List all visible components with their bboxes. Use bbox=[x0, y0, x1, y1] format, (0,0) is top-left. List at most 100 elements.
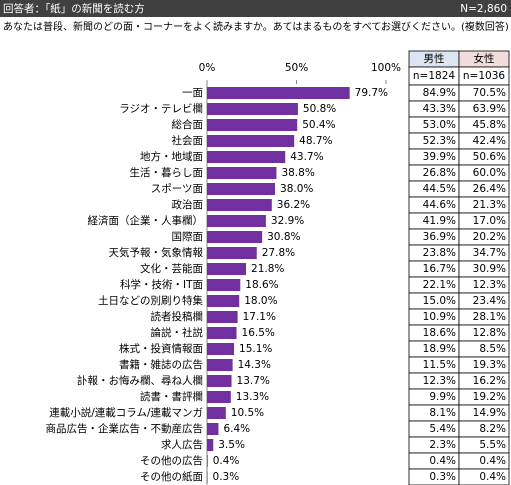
value-label: 13.7% bbox=[237, 375, 270, 387]
table-value: 0.4% bbox=[479, 455, 506, 467]
category-label: 書籍・雑誌の広告 bbox=[119, 358, 203, 371]
category-label: その他の広告 bbox=[140, 454, 203, 467]
bar bbox=[207, 215, 266, 227]
table-value: 23.4% bbox=[473, 295, 506, 307]
question: あなたは普段、新聞のどの面・コーナーをよく読みますか。あてはまるものをすべてお選… bbox=[3, 20, 509, 33]
bar bbox=[207, 311, 238, 323]
table-value: 42.4% bbox=[473, 135, 506, 147]
value-label: 30.8% bbox=[267, 231, 300, 243]
category-label: ラジオ・テレビ欄 bbox=[119, 102, 203, 115]
bar bbox=[207, 263, 247, 275]
table-value: 44.6% bbox=[423, 199, 456, 211]
table-cell bbox=[458, 468, 510, 485]
table-value: 16.2% bbox=[473, 375, 506, 387]
header-bar bbox=[0, 0, 511, 17]
x-tick-label: 0% bbox=[199, 62, 216, 74]
value-label: 50.4% bbox=[302, 119, 335, 131]
value-label: 50.8% bbox=[303, 103, 336, 115]
category-label: 生活・暮らし面 bbox=[130, 166, 204, 179]
bar bbox=[207, 375, 232, 387]
table-value: 11.5% bbox=[423, 359, 456, 371]
category-label: 地方・地域面 bbox=[140, 150, 203, 163]
table-value: 26.8% bbox=[423, 167, 456, 179]
category-label: 連載小説/連載コラム/連載マンガ bbox=[49, 406, 203, 419]
table-value: 9.9% bbox=[429, 391, 456, 403]
bar bbox=[207, 391, 231, 403]
table-value: 12.8% bbox=[473, 327, 506, 339]
table-value: 22.1% bbox=[423, 279, 456, 291]
table-value: 2.3% bbox=[429, 439, 456, 451]
category-label: 商品広告・企業広告・不動産広告 bbox=[46, 422, 204, 435]
bar bbox=[207, 183, 276, 195]
table-value: 26.4% bbox=[473, 183, 506, 195]
table-header: 女性 bbox=[474, 52, 495, 65]
table-value: 70.5% bbox=[473, 87, 506, 99]
table-value: 53.0% bbox=[423, 119, 456, 131]
table-value: 21.3% bbox=[473, 199, 506, 211]
value-label: 3.5% bbox=[218, 439, 245, 451]
bar bbox=[207, 407, 226, 419]
value-label: 17.1% bbox=[243, 311, 276, 323]
table-value: 5.5% bbox=[479, 439, 506, 451]
category-label: 科学・技術・IT面 bbox=[120, 278, 203, 291]
category-label: その他の紙面 bbox=[140, 470, 203, 483]
bar bbox=[207, 471, 208, 483]
category-label: 読書・書評欄 bbox=[140, 390, 203, 403]
value-label: 38.0% bbox=[280, 183, 313, 195]
table-value: 20.2% bbox=[473, 231, 506, 243]
bar bbox=[207, 327, 237, 339]
category-label: 文化・芸能面 bbox=[140, 262, 203, 275]
category-label: スポーツ面 bbox=[151, 183, 203, 195]
table-value: 0.4% bbox=[479, 471, 506, 483]
bar bbox=[207, 87, 350, 99]
category-label: 求人広告 bbox=[161, 438, 203, 451]
category-label: 国際面 bbox=[172, 231, 204, 243]
table-value: 43.3% bbox=[423, 103, 456, 115]
table-value: 19.2% bbox=[473, 391, 506, 403]
value-label: 0.3% bbox=[213, 471, 240, 483]
table-value: 52.3% bbox=[423, 135, 456, 147]
value-label: 48.7% bbox=[299, 135, 332, 147]
category-label: 訃報・お悔み欄、尋ね人欄 bbox=[77, 374, 203, 387]
bar bbox=[207, 455, 208, 467]
value-label: 79.7% bbox=[355, 87, 388, 99]
value-label: 38.8% bbox=[281, 167, 314, 179]
bar bbox=[207, 167, 277, 179]
bar bbox=[207, 439, 214, 451]
sample-size: N=2,860 bbox=[460, 3, 507, 15]
table-value: 36.9% bbox=[423, 231, 456, 243]
category-label: 読者投稿欄 bbox=[151, 310, 204, 323]
table-value: 28.1% bbox=[473, 311, 506, 323]
respondents: 回答者：「紙」の新聞を読む方 bbox=[3, 2, 145, 15]
table-value: 39.9% bbox=[423, 151, 456, 163]
table-n: n=1036 bbox=[463, 70, 505, 82]
table-value: 16.7% bbox=[423, 263, 456, 275]
table-value: 34.7% bbox=[473, 247, 506, 259]
table-value: 12.3% bbox=[473, 279, 506, 291]
value-label: 14.3% bbox=[238, 359, 271, 371]
value-label: 18.0% bbox=[244, 295, 277, 307]
value-label: 6.4% bbox=[223, 423, 250, 435]
table-value: 30.9% bbox=[473, 263, 506, 275]
table-value: 50.6% bbox=[473, 151, 506, 163]
table-value: 23.8% bbox=[423, 247, 456, 259]
table-value: 18.9% bbox=[423, 343, 456, 355]
table-value: 15.0% bbox=[423, 295, 456, 307]
value-label: 36.2% bbox=[277, 199, 310, 211]
category-label: 論説・社説 bbox=[151, 326, 204, 339]
table-value: 19.3% bbox=[473, 359, 506, 371]
category-label: 政治面 bbox=[172, 198, 204, 211]
table-value: 12.3% bbox=[423, 375, 456, 387]
value-label: 27.8% bbox=[262, 247, 295, 259]
value-label: 43.7% bbox=[290, 151, 323, 163]
value-label: 0.4% bbox=[213, 455, 240, 467]
table-value: 60.0% bbox=[473, 167, 506, 179]
table-value: 17.0% bbox=[473, 215, 506, 227]
table-value: 41.9% bbox=[423, 215, 456, 227]
value-label: 16.5% bbox=[242, 327, 275, 339]
value-label: 32.9% bbox=[271, 215, 304, 227]
table-value: 84.9% bbox=[423, 87, 456, 99]
table-value: 44.5% bbox=[423, 183, 456, 195]
table-value: 5.4% bbox=[429, 423, 456, 435]
